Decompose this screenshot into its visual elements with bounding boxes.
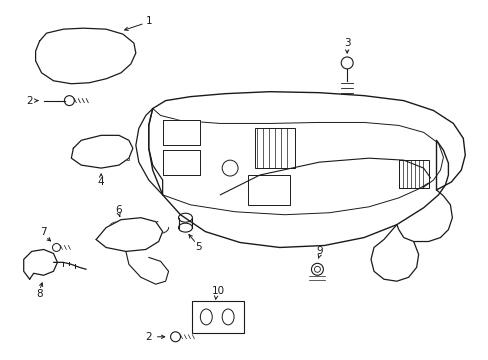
- Text: 3: 3: [343, 38, 350, 48]
- Text: 10: 10: [211, 286, 224, 296]
- Bar: [79, 156, 129, 160]
- Text: 5: 5: [195, 243, 201, 252]
- Bar: [398, 160, 427, 188]
- Bar: [254, 129, 294, 168]
- Text: 8: 8: [36, 289, 43, 299]
- Text: 2: 2: [145, 332, 152, 342]
- Polygon shape: [24, 249, 57, 279]
- Bar: [79, 146, 129, 150]
- Polygon shape: [163, 150, 200, 175]
- Text: 1: 1: [145, 16, 152, 26]
- Text: 7: 7: [40, 226, 47, 237]
- Text: 4: 4: [98, 177, 104, 187]
- Text: 9: 9: [315, 247, 322, 256]
- Bar: [79, 151, 129, 155]
- Polygon shape: [71, 135, 133, 168]
- Bar: [192, 301, 244, 333]
- Polygon shape: [36, 28, 136, 84]
- Polygon shape: [163, 121, 200, 145]
- Text: 6: 6: [116, 205, 122, 215]
- Text: 2: 2: [26, 96, 33, 105]
- Bar: [247, 175, 289, 205]
- Polygon shape: [96, 218, 163, 251]
